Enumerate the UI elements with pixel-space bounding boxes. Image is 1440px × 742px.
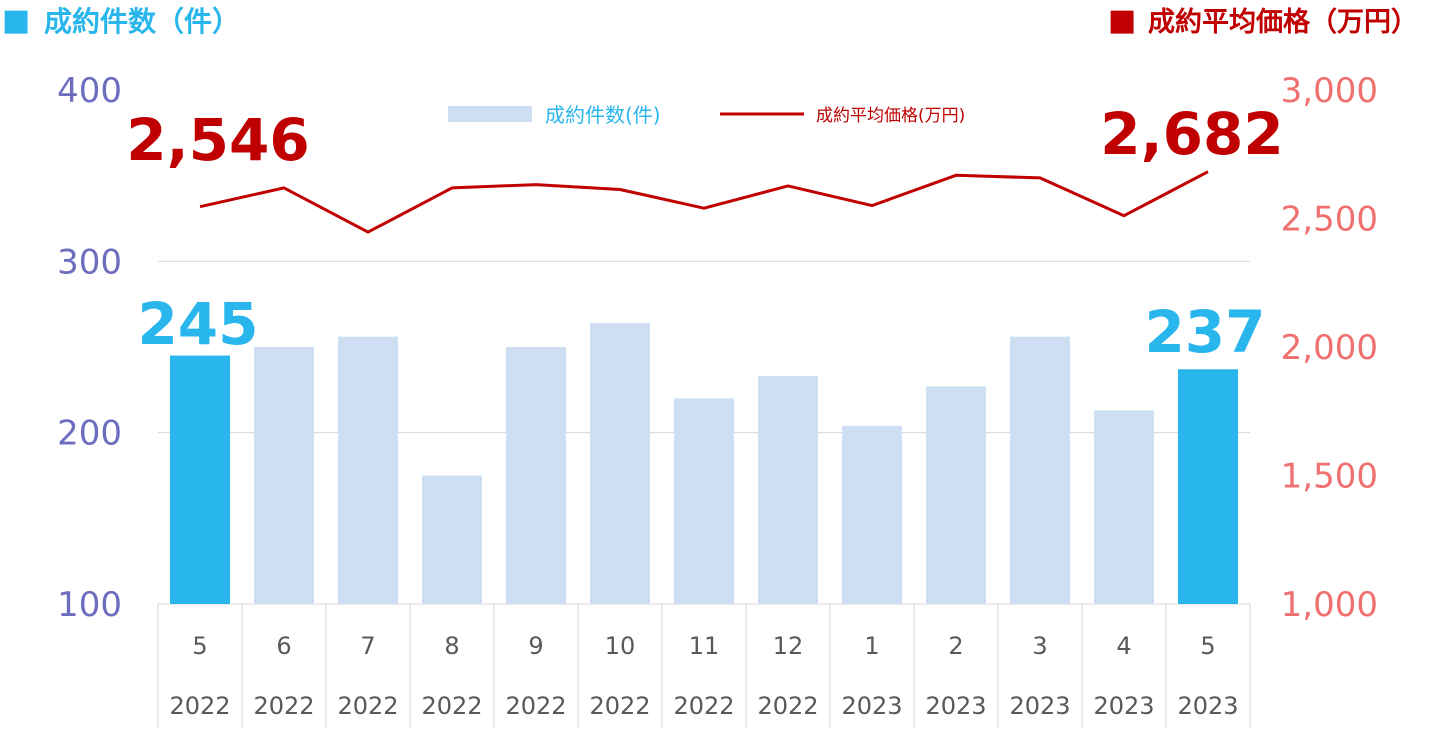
year-label: 2022 [757,692,818,720]
year-label: 2022 [337,692,398,720]
left-axis: 100 200 300 400 [57,71,122,625]
year-label: 2022 [169,692,230,720]
right-axis-tick: 2,500 [1281,200,1378,240]
price-first-label: 2,546 [126,106,309,174]
year-label: 2023 [1177,692,1238,720]
month-label: 10 [605,632,636,660]
year-label: 2022 [505,692,566,720]
count-bar [1010,336,1070,604]
month-label: 9 [528,632,543,660]
right-axis-tick: 1,500 [1281,457,1378,497]
count-first-label: 245 [137,290,258,358]
left-axis-tick: 300 [57,242,122,282]
year-label: 2022 [253,692,314,720]
count-bar [170,355,230,604]
count-bar [1178,369,1238,604]
legend-bar-label: 成約件数(件) [545,103,661,127]
year-label: 2023 [841,692,902,720]
year-label: 2022 [673,692,734,720]
right-legend-square: ■ [1108,3,1136,38]
bars-layer [170,323,1238,604]
year-label: 2023 [1093,692,1154,720]
month-label: 7 [360,632,375,660]
year-label: 2023 [925,692,986,720]
left-axis-tick: 200 [57,414,122,454]
left-axis-tick: 400 [57,71,122,111]
right-axis-tick: 3,000 [1281,71,1378,111]
month-label: 11 [689,632,720,660]
right-axis: 1,000 1,500 2,000 2,500 3,000 [1281,71,1378,625]
year-label: 2023 [1009,692,1070,720]
price-line [199,170,1209,234]
count-bar [422,475,482,604]
count-bar [674,398,734,604]
count-bar [338,336,398,604]
count-bar [590,323,650,604]
left-axis-header: 成約件数（件） [44,5,240,38]
month-label: 12 [773,632,804,660]
month-label: 6 [276,632,291,660]
count-bar [254,347,314,604]
month-label: 5 [1200,632,1215,660]
right-axis-header: 成約平均価格（万円） [1148,6,1418,38]
count-bar [842,425,902,604]
year-label: 2022 [421,692,482,720]
month-label: 8 [444,632,459,660]
count-bar [926,386,986,604]
count-last-label: 237 [1144,298,1265,366]
count-bar [1094,410,1154,604]
category-table: 5202262022720228202292022102022112022122… [157,604,1251,728]
year-label: 2022 [589,692,650,720]
month-label: 5 [192,632,207,660]
right-axis-tick: 1,000 [1281,585,1378,625]
price-line-layer [199,170,1209,234]
legend-bar-swatch [448,106,532,122]
month-label: 3 [1032,632,1047,660]
month-label: 1 [864,632,879,660]
legend-line-label: 成約平均価格(万円) [816,106,965,126]
count-bar [506,347,566,604]
month-label: 4 [1116,632,1131,660]
count-bar [758,376,818,604]
left-legend-square: ■ [2,3,30,38]
price-last-label: 2,682 [1100,100,1283,168]
right-axis-tick: 2,000 [1281,328,1378,368]
left-axis-tick: 100 [57,585,122,625]
month-label: 2 [948,632,963,660]
